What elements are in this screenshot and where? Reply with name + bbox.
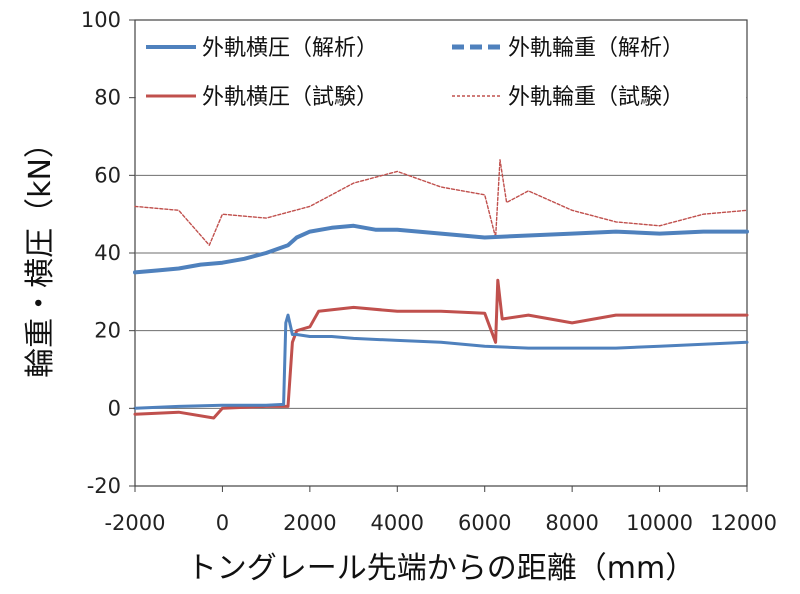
x-tick-label: 8000 <box>545 511 598 535</box>
legend-label-0: 外軌横圧（解析） <box>202 36 378 61</box>
legend-label-3: 外軌輪重（試験） <box>508 85 684 110</box>
x-tick-label: 10000 <box>626 511 693 535</box>
x-tick-label: 0 <box>216 511 229 535</box>
series-line-3 <box>134 159 748 246</box>
legend: 外軌横圧（解析） 外軌輪重（解析） 外軌横圧（試験） 外軌輪重（試験） <box>136 21 746 118</box>
y-axis-title: 輪重・横圧（kN） <box>23 128 58 378</box>
legend-label-1: 外軌輪重（解析） <box>508 36 684 61</box>
series-line-2 <box>133 278 749 420</box>
x-tick-label: 6000 <box>458 511 511 535</box>
x-tick-label: 4000 <box>371 511 424 535</box>
y-axis-ticks: -20 0 20 40 60 80 100 <box>81 8 135 498</box>
y-tick-label: 100 <box>81 8 121 32</box>
y-tick-label: -20 <box>87 474 121 498</box>
y-tick-label: 0 <box>108 396 121 420</box>
series-lines <box>133 159 749 420</box>
y-tick-label: 60 <box>94 163 121 187</box>
legend-label-2: 外軌横圧（試験） <box>202 85 378 110</box>
y-tick-label: 80 <box>94 86 121 110</box>
y-tick-label: 20 <box>94 319 121 343</box>
x-axis-ticks: -2000 0 2000 4000 6000 8000 10000 12000 <box>104 486 777 535</box>
y-tick-label: 40 <box>94 241 121 265</box>
series-line-0 <box>133 313 749 410</box>
series-line-1 <box>133 223 749 275</box>
x-tick-label: -2000 <box>104 511 165 535</box>
x-axis-title: トングレール先端からの距離（mm） <box>187 551 695 586</box>
x-tick-label: 12000 <box>710 511 777 535</box>
x-tick-label: 2000 <box>283 511 336 535</box>
legend-box <box>136 21 746 118</box>
